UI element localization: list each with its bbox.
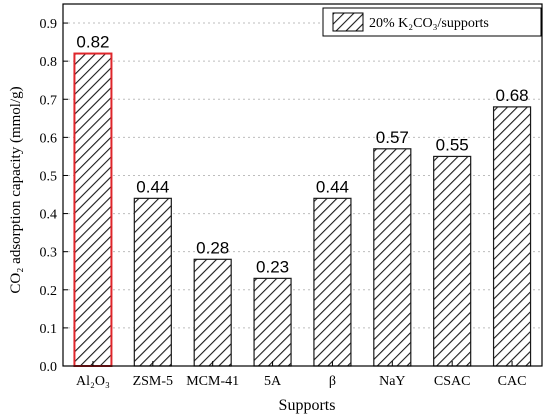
axes: 0.0 0.1 0.2 0.3 0.4 0.5 0.6 0.7 0.8 0.9 Al₂O₃ ZSM-5… bbox=[40, 3, 543, 389]
data-label: 0.68 bbox=[496, 86, 529, 105]
y-tick-label: 0.4 bbox=[40, 208, 58, 223]
bar bbox=[313, 197, 352, 367]
y-tick-label: 0.9 bbox=[40, 17, 58, 32]
data-label: 0.55 bbox=[436, 135, 469, 154]
x-axis-label: Supports bbox=[279, 397, 336, 414]
x-tick-label: MCM-41 bbox=[186, 374, 239, 389]
data-label: 0.44 bbox=[136, 177, 169, 196]
y-tick-label: 0.2 bbox=[40, 284, 58, 299]
legend: 20% K₂CO₃/supports bbox=[322, 7, 542, 37]
y-axis-label: CO₂ adsorption capacity (mmol/g) bbox=[8, 86, 24, 293]
data-label: 0.57 bbox=[376, 128, 409, 147]
data-label: 0.82 bbox=[76, 33, 109, 52]
legend-entry-0: 20% K₂CO₃/supports bbox=[369, 16, 489, 31]
y-tick-label: 0.3 bbox=[40, 246, 58, 261]
y-tick-label: 0.7 bbox=[40, 93, 58, 108]
bar bbox=[492, 106, 532, 367]
x-tick-label: β bbox=[329, 374, 336, 389]
x-tick-label: CAC bbox=[498, 374, 527, 389]
bar bbox=[133, 197, 172, 367]
data-label: 0.23 bbox=[256, 257, 289, 276]
legend-swatch bbox=[332, 12, 364, 32]
y-tick-label: 0.1 bbox=[40, 322, 58, 337]
y-tick-label: 0.5 bbox=[40, 169, 58, 184]
x-tick-label: NaY bbox=[379, 374, 405, 389]
bar bbox=[433, 155, 472, 367]
plot-frame bbox=[62, 3, 543, 367]
bar bbox=[73, 52, 113, 368]
x-tick-label: CSAC bbox=[434, 374, 471, 389]
data-label: 0.28 bbox=[196, 238, 229, 257]
bar bbox=[373, 148, 412, 367]
y-tick-label: 0.0 bbox=[40, 360, 58, 375]
bar bbox=[193, 258, 232, 367]
bar bbox=[253, 277, 292, 367]
data-label: 0.44 bbox=[316, 177, 349, 196]
bars bbox=[73, 52, 532, 368]
x-tick-label: 5A bbox=[264, 374, 282, 389]
y-tick-label: 0.6 bbox=[40, 131, 58, 146]
y-tick-label: 0.8 bbox=[40, 55, 58, 70]
x-tick-label: ZSM-5 bbox=[133, 374, 173, 389]
x-tick-label: Al₂O₃ bbox=[76, 374, 110, 389]
data-labels: 0.82 0.44 0.28 0.23 0.44 0.57 0.55 0.68 bbox=[76, 33, 528, 277]
